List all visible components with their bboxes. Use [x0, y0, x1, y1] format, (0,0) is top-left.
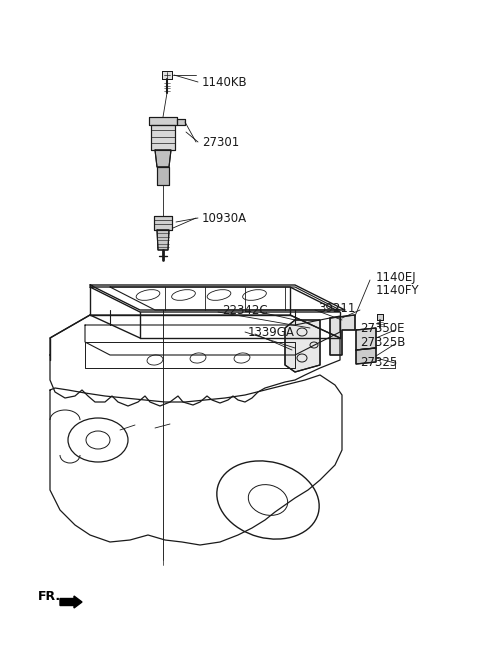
Text: 27350E: 27350E — [360, 321, 405, 335]
Polygon shape — [154, 216, 172, 230]
Text: 27325B: 27325B — [360, 335, 406, 348]
Polygon shape — [162, 71, 172, 79]
Polygon shape — [330, 315, 355, 355]
Text: 1140EJ: 1140EJ — [376, 272, 417, 285]
Polygon shape — [155, 150, 171, 167]
Polygon shape — [356, 348, 376, 364]
Text: 10930A: 10930A — [202, 211, 247, 224]
Polygon shape — [151, 125, 175, 150]
Text: 39211: 39211 — [318, 302, 355, 314]
Text: 27325: 27325 — [360, 356, 397, 369]
Polygon shape — [377, 314, 383, 320]
FancyArrow shape — [60, 596, 82, 608]
Polygon shape — [356, 328, 376, 350]
Text: FR.: FR. — [38, 590, 61, 602]
Polygon shape — [285, 320, 320, 372]
Polygon shape — [149, 117, 177, 125]
Text: 1140FY: 1140FY — [376, 285, 420, 298]
Text: 1339GA: 1339GA — [248, 325, 295, 338]
Polygon shape — [157, 230, 169, 250]
Text: 22342C: 22342C — [222, 304, 268, 316]
Polygon shape — [177, 119, 185, 125]
Text: 27301: 27301 — [202, 136, 239, 148]
Polygon shape — [157, 167, 169, 185]
Text: 1140KB: 1140KB — [202, 75, 248, 89]
